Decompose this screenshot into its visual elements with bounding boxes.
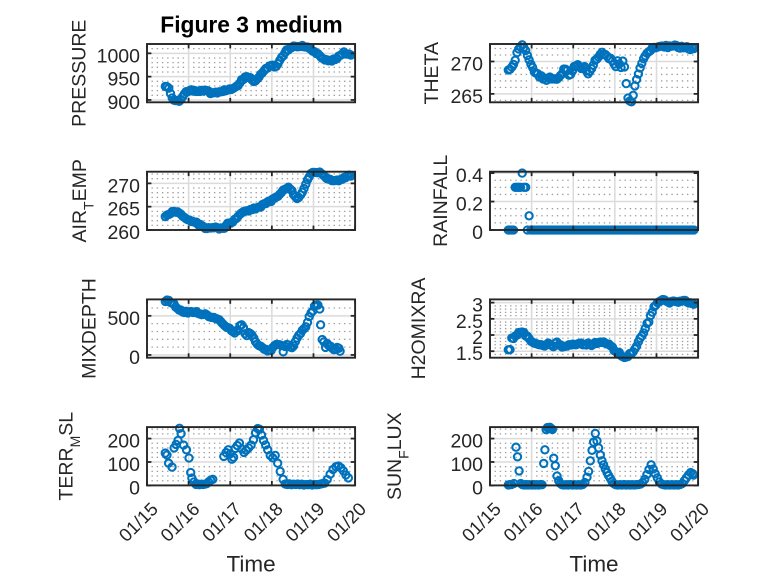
svg-text:Time: Time [227,552,276,577]
svg-text:200: 200 [450,431,483,453]
svg-text:100: 100 [450,454,483,476]
svg-text:TERRM​SL: TERRM​SL [56,412,84,501]
svg-text:0: 0 [472,222,483,244]
svg-text:2.5: 2.5 [456,311,483,333]
svg-text:H2OMIXRA: H2OMIXRA [408,278,430,380]
svg-text:0: 0 [472,477,483,499]
svg-text:MIXDEPTH: MIXDEPTH [78,278,100,379]
svg-text:PRESSURE: PRESSURE [69,20,91,127]
svg-text:200: 200 [107,431,140,453]
svg-text:Figure 3 medium: Figure 3 medium [160,12,342,38]
svg-text:1000: 1000 [97,45,141,67]
svg-text:THETA: THETA [421,42,443,104]
svg-text:Time: Time [569,552,618,577]
svg-text:0.4: 0.4 [456,165,483,187]
svg-text:RAINFALL: RAINFALL [430,155,452,247]
svg-text:AIRT​EMP: AIRT​EMP [69,159,97,242]
svg-text:1.5: 1.5 [456,343,483,365]
svg-text:2: 2 [472,327,483,349]
svg-text:0: 0 [129,347,140,369]
svg-text:260: 260 [107,222,140,244]
svg-text:500: 500 [107,308,140,330]
svg-text:SUNF​LUX: SUNF​LUX [384,412,412,500]
svg-text:0.2: 0.2 [456,194,483,216]
svg-text:950: 950 [107,69,140,91]
svg-text:900: 900 [107,92,140,114]
svg-text:0: 0 [129,477,140,499]
svg-text:265: 265 [450,86,483,108]
svg-text:270: 270 [107,175,140,197]
svg-text:270: 270 [450,53,483,75]
svg-text:3: 3 [472,295,483,317]
svg-text:100: 100 [107,454,140,476]
svg-text:265: 265 [107,199,140,221]
